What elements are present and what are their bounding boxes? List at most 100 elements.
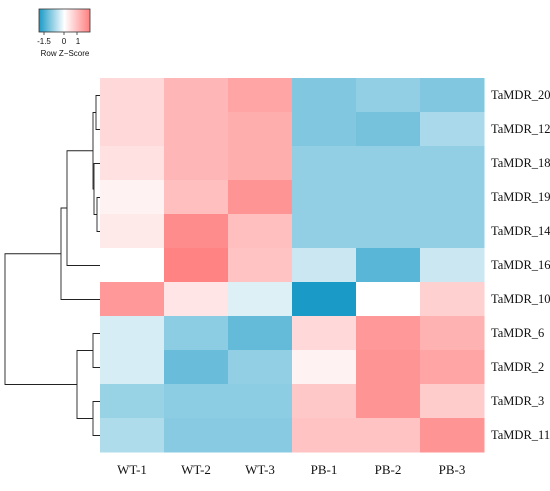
column-label: PB-2 [375, 462, 402, 477]
heatmap-cell [356, 350, 421, 385]
heatmap-cell [292, 384, 357, 419]
heatmap-cell [356, 418, 421, 453]
column-label: WT-1 [117, 462, 147, 477]
heatmap-cell [228, 180, 293, 215]
row-label: TaMDR_19 [491, 190, 550, 204]
color-key-tick-mid: 0 [62, 37, 67, 46]
heatmap-cell [292, 248, 357, 283]
heatmap-cell [100, 384, 165, 419]
heatmap-cell [228, 214, 293, 249]
row-label: TaMDR_20 [491, 88, 550, 102]
heatmap-cell [356, 248, 421, 283]
row-label: TaMDR_16 [491, 258, 550, 272]
dendro-branch [76, 350, 93, 419]
heatmap-cell [164, 180, 229, 215]
heatmap-cell [100, 418, 165, 453]
heatmap-cell [164, 350, 229, 385]
dendro-branch [96, 197, 100, 232]
heatmap-cell [228, 146, 293, 181]
heatmap-cell [292, 418, 357, 453]
heatmap-cell [420, 282, 485, 317]
row-label: TaMDR_10 [491, 292, 550, 306]
row-label: TaMDR_6 [491, 326, 544, 340]
heatmap-cell [164, 112, 229, 147]
heatmap-cell [164, 418, 229, 453]
dendro-branch [66, 150, 100, 266]
color-key-bar [38, 8, 91, 33]
color-key-tick-high: 1 [76, 37, 81, 46]
column-label: PB-3 [439, 462, 466, 477]
heatmap-cell [356, 282, 421, 317]
column-label: PB-1 [311, 462, 338, 477]
heatmap-cell [292, 214, 357, 249]
color-key-legend: -1.5 0 1 Row Z−Score [37, 8, 91, 58]
heatmap-cell [100, 282, 165, 317]
heatmap-cell [356, 78, 421, 113]
heatmap-cell [420, 146, 485, 181]
heatmap-cell [420, 418, 485, 453]
heatmap-cell [228, 78, 293, 113]
heatmap-cell [356, 384, 421, 419]
heatmap-cell [100, 350, 165, 385]
row-dendrogram [4, 95, 100, 436]
heatmap-cells [100, 78, 485, 453]
heatmap-cell [292, 180, 357, 215]
row-label: TaMDR_3 [491, 394, 544, 408]
heatmap-cell [100, 214, 165, 249]
color-key-label: Row Z−Score [41, 49, 90, 58]
row-label: TaMDR_11 [491, 428, 550, 442]
heatmap-cell [420, 78, 485, 113]
heatmap-cell [100, 316, 165, 351]
dendro-branch [4, 253, 77, 385]
heatmap-cell [228, 282, 293, 317]
heatmap-cell [292, 316, 357, 351]
heatmap-cell [164, 78, 229, 113]
heatmap-cell [420, 316, 485, 351]
dendro-branch [92, 333, 100, 368]
row-label: TaMDR_12 [491, 122, 550, 136]
color-key-tick-low: -1.5 [37, 37, 51, 46]
heatmap-cell [228, 350, 293, 385]
heatmap-cell [100, 112, 165, 147]
heatmap-cell [356, 316, 421, 351]
heatmap-cell [356, 146, 421, 181]
heatmap-cell [100, 146, 165, 181]
heatmap-cell [292, 146, 357, 181]
heatmap-cell [228, 316, 293, 351]
dendro-branch [92, 401, 100, 436]
dendro-branch [95, 95, 100, 130]
heatmap-cell [292, 350, 357, 385]
heatmap-cell [228, 384, 293, 419]
heatmap-cell [420, 112, 485, 147]
column-labels: WT-1 WT-2 WT-3 PB-1 PB-2 PB-3 [117, 462, 465, 477]
heatmap-cell [164, 282, 229, 317]
heatmap-cell [164, 214, 229, 249]
row-label: TaMDR_18 [491, 156, 550, 170]
heatmap-cell [292, 78, 357, 113]
heatmap-cell [356, 214, 421, 249]
heatmap-cell [356, 112, 421, 147]
heatmap-cell [228, 112, 293, 147]
heatmap-cell [164, 384, 229, 419]
heatmap-cell [292, 112, 357, 147]
heatmap-cell [420, 350, 485, 385]
heatmap-cell [420, 180, 485, 215]
heatmap-cell [420, 214, 485, 249]
column-label: WT-2 [181, 462, 211, 477]
heatmap-cell [100, 248, 165, 283]
heatmap-cell [292, 282, 357, 317]
heatmap-cell [228, 418, 293, 453]
column-label: WT-3 [245, 462, 275, 477]
heatmap-cell [356, 180, 421, 215]
heatmap-cell [420, 248, 485, 283]
heatmap-cell [228, 248, 293, 283]
heatmap-cell [420, 384, 485, 419]
row-label: TaMDR_14 [491, 224, 550, 238]
heatmap-cell [164, 248, 229, 283]
heatmap-cell [164, 316, 229, 351]
heatmap-cell [100, 78, 165, 113]
row-labels: TaMDR_20 TaMDR_12 TaMDR_18 TaMDR_19 TaMDR_14… [491, 88, 550, 442]
heatmap-cell [100, 180, 165, 215]
row-label: TaMDR_2 [491, 360, 544, 374]
